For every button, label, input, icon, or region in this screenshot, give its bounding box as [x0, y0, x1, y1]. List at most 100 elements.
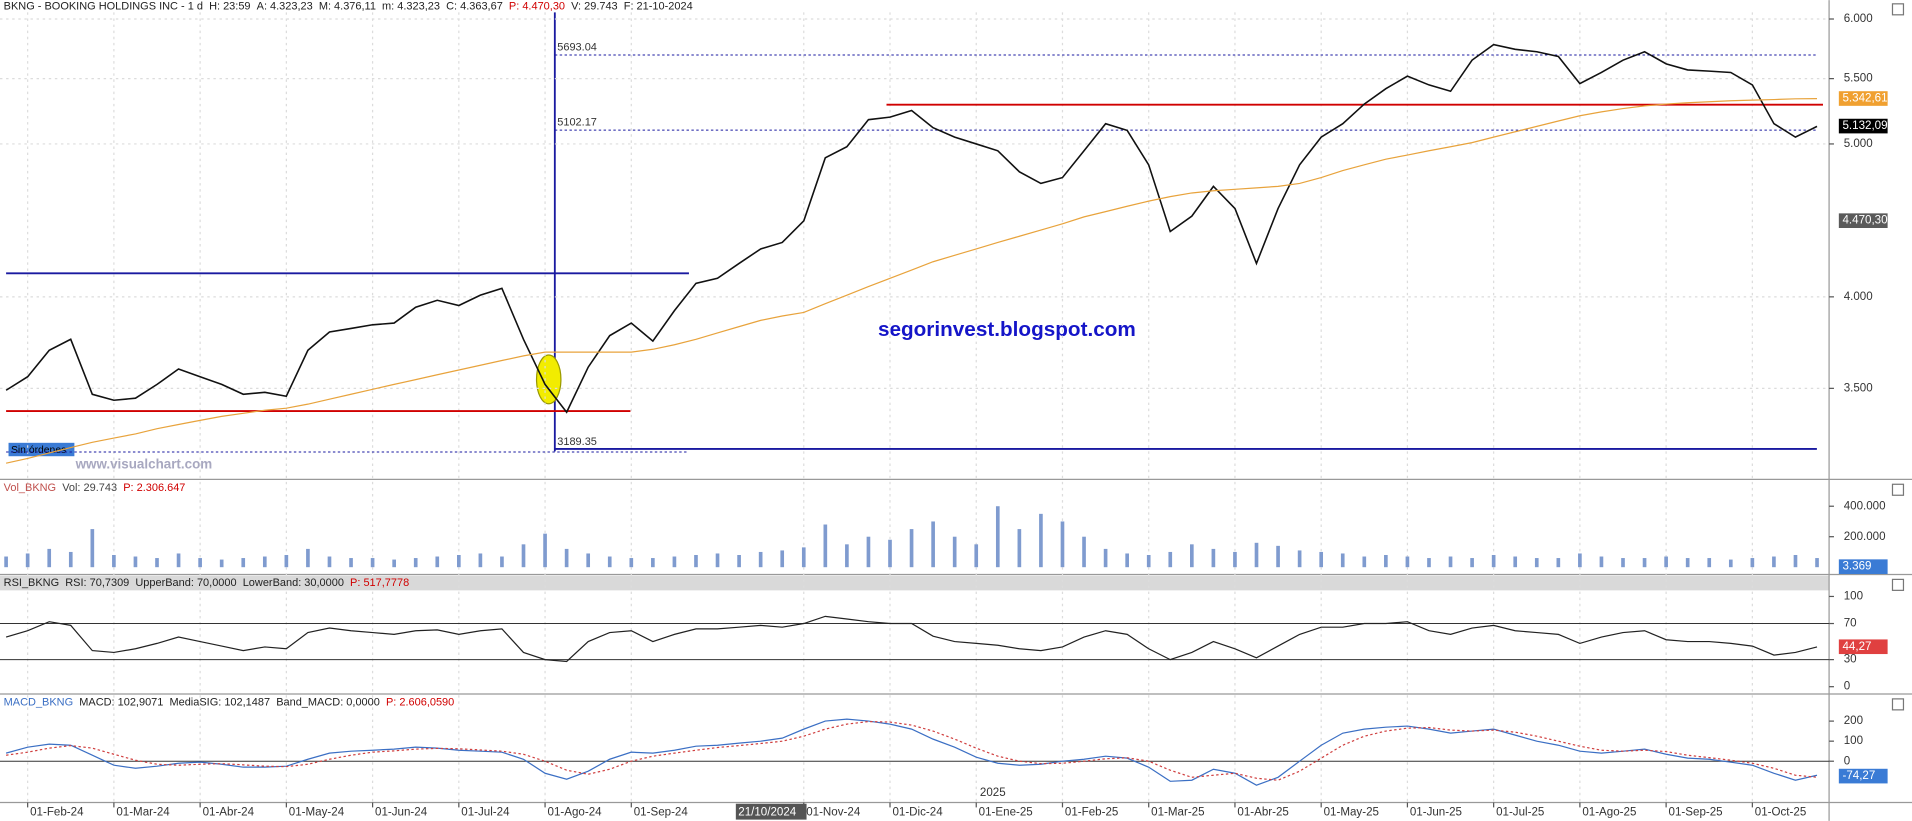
volume-bar	[1254, 542, 1259, 568]
volume-bar	[909, 529, 914, 568]
panel-header: RSI_BKNG RSI: 70,7309 UpperBand: 70,0000 Lo…	[4, 577, 410, 589]
level-label: 5102.17	[557, 117, 597, 129]
volume-bar	[68, 551, 73, 568]
header-field: RSI: 70,7309	[65, 577, 129, 589]
header-field: A: 4.323,23	[257, 0, 313, 12]
volume-bar	[500, 556, 504, 568]
volume-bar	[715, 553, 720, 568]
panel-close-icon[interactable]	[1891, 483, 1905, 496]
x-tick-label: 01-Oct-25	[1755, 806, 1806, 818]
cursor-date: 21/10/2024	[738, 806, 797, 818]
volume-bar	[737, 554, 741, 568]
y-tick-label: 3.500	[1844, 382, 1873, 394]
price-tag-label: -74,27	[1842, 770, 1875, 782]
x-tick-label: 01-Ago-24	[548, 806, 603, 818]
volume-bar	[1772, 556, 1776, 568]
rsi-header-bg	[0, 575, 1830, 591]
volume-bar	[47, 548, 52, 568]
volume-bar	[133, 556, 138, 568]
volume-bar	[1060, 521, 1065, 568]
volume-bar	[521, 544, 526, 568]
price-tag	[1838, 559, 1888, 574]
volume-bar	[1276, 545, 1280, 568]
volume-bar	[1017, 529, 1022, 568]
volume-bar	[1664, 556, 1668, 568]
volume-bar	[1039, 513, 1043, 568]
y-tick-label: 6.000	[1844, 13, 1873, 25]
volume-bar	[1448, 556, 1453, 568]
y-tick-label: 70	[1844, 618, 1857, 630]
panel-header: MACD_BKNG MACD: 102,9071 MediaSIG: 102,148…	[4, 696, 455, 708]
y-tick-label: 100	[1844, 735, 1863, 747]
price-tag-label: 3.369	[1842, 561, 1871, 573]
y-tick-label: 100	[1844, 591, 1863, 603]
volume-bar	[1556, 558, 1561, 568]
price-tag	[1838, 91, 1888, 106]
x-tick-label: 01-Jun-25	[1410, 806, 1462, 818]
volume-bar	[478, 553, 483, 568]
volume-bar	[543, 533, 547, 568]
y-tick-label: 4.000	[1844, 291, 1873, 303]
volume-bar	[1103, 548, 1108, 568]
header-field: Band_MACD: 0,0000	[276, 696, 380, 708]
volume-bar	[327, 556, 332, 568]
panel-close-icon[interactable]	[1891, 698, 1905, 711]
volume-bar	[112, 554, 116, 568]
y-tick-label: 5.000	[1844, 138, 1873, 150]
x-tick-label: 01-Sep-24	[634, 806, 689, 818]
volume-bar	[1405, 556, 1410, 568]
volume-bar	[1707, 558, 1712, 568]
volume-bar	[1340, 553, 1345, 568]
x-tick-label: 01-Feb-24	[30, 806, 84, 818]
level-label: 5693.04	[557, 42, 597, 54]
volume-bar	[586, 553, 591, 568]
header-field: F: 21-10-2024	[624, 0, 693, 12]
cursor-date-bg	[735, 803, 807, 820]
volume-bar	[564, 548, 569, 568]
volume-bar	[413, 558, 418, 568]
panel-header: BKNG - BOOKING HOLDINGS INC - 1 d H: 23:5…	[4, 0, 693, 12]
volume-bar	[176, 553, 181, 568]
header-field: P: 517,7778	[350, 577, 409, 589]
volume-bar	[198, 558, 202, 568]
volume-bar	[370, 558, 375, 568]
highlight-ellipse	[535, 354, 562, 405]
volume-bar	[1491, 554, 1496, 568]
y-tick-label: 0	[1844, 755, 1850, 767]
header-field: m: 4.323,23	[382, 0, 440, 12]
volume-bar	[1319, 551, 1324, 568]
header-field: P: 2.306.647	[123, 482, 185, 494]
volume-bar	[4, 556, 8, 568]
volume-bar	[651, 558, 655, 568]
volume-bar	[801, 547, 806, 568]
header-field: RSI_BKNG	[4, 577, 59, 589]
header-field: LowerBand: 30,0000	[243, 577, 344, 589]
status-bg	[8, 442, 75, 457]
volume-bar	[1685, 558, 1690, 568]
volume-bar	[931, 521, 935, 568]
volume-bar	[219, 559, 224, 568]
y-tick-label: 5.500	[1844, 73, 1873, 85]
volume-bar	[1297, 550, 1302, 568]
x-tick-label: 01-Abr-24	[203, 806, 255, 818]
y-tick-label: 400.000	[1844, 500, 1886, 512]
volume-bar	[155, 558, 159, 568]
y-tick-label: 200	[1844, 715, 1863, 727]
x-tick-label: 01-Feb-25	[1065, 806, 1118, 818]
y-tick-label: 200.000	[1844, 531, 1886, 543]
watermark: segorinvest.blogspot.com	[878, 318, 1136, 341]
x-tick-label: 01-Mar-25	[1151, 806, 1204, 818]
volume-bar	[1728, 559, 1733, 568]
volume-bar	[241, 558, 246, 568]
header-field: V: 29.743	[571, 0, 618, 12]
x-tick-label: 01-Abr-25	[1237, 806, 1289, 818]
series-line	[5, 718, 1818, 786]
x-tick-label: 01-Sep-25	[1669, 806, 1723, 818]
panel-close-icon[interactable]	[1891, 3, 1905, 16]
volume-bar	[1534, 558, 1539, 568]
x-tick-label: 01-May-24	[289, 806, 345, 818]
panel-close-icon[interactable]	[1891, 578, 1905, 591]
volume-bar	[845, 544, 849, 568]
